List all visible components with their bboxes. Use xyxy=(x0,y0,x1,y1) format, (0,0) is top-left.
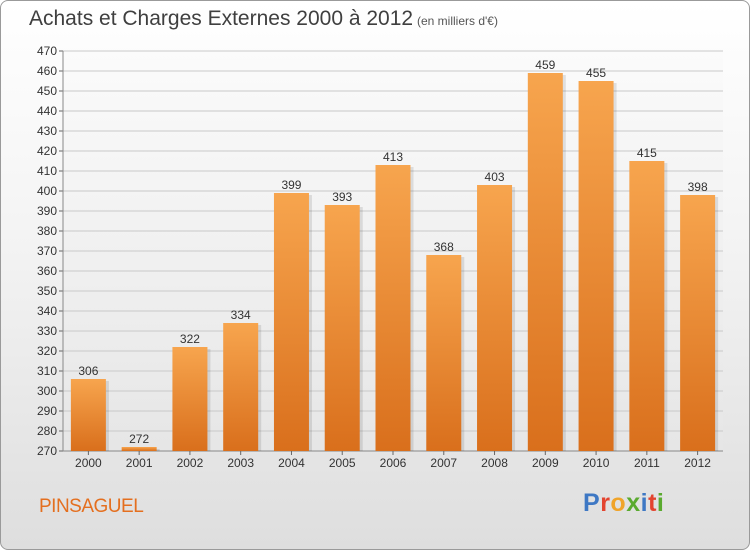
bar xyxy=(578,81,614,451)
x-tick-label: 2007 xyxy=(430,456,457,470)
y-tick-label: 320 xyxy=(37,344,57,358)
bar xyxy=(273,193,309,451)
bar xyxy=(477,185,513,451)
bar xyxy=(375,165,411,451)
y-tick-label: 470 xyxy=(37,44,57,58)
x-tick-label: 2011 xyxy=(634,456,660,470)
y-tick-label: 410 xyxy=(37,164,57,178)
data-label: 272 xyxy=(129,432,149,446)
bar xyxy=(324,205,360,451)
data-label: 398 xyxy=(688,180,708,194)
y-tick-label: 360 xyxy=(37,264,57,278)
bar xyxy=(527,73,563,451)
logo-letter: o xyxy=(610,489,627,517)
x-tick-label: 2001 xyxy=(126,456,153,470)
logo-letter: i xyxy=(640,489,649,517)
y-tick-label: 380 xyxy=(37,224,57,238)
bar xyxy=(121,447,157,451)
data-label: 403 xyxy=(485,170,505,184)
commune-name: PINSAGUEL xyxy=(39,496,144,517)
data-label: 459 xyxy=(535,58,555,72)
y-tick-label: 370 xyxy=(37,244,57,258)
data-label: 415 xyxy=(637,146,657,160)
logo-letter: r xyxy=(600,489,611,517)
x-tick-label: 2002 xyxy=(177,456,204,470)
x-tick-label: 2008 xyxy=(481,456,508,470)
data-label: 455 xyxy=(586,66,606,80)
y-tick-label: 300 xyxy=(37,384,57,398)
data-label: 322 xyxy=(180,332,200,346)
proxiti-logo: Proxiti xyxy=(583,489,664,518)
data-label: 393 xyxy=(332,190,352,204)
logo-letter: t xyxy=(648,489,657,517)
chart-title: Achats et Charges Externes 2000 à 2012 xyxy=(29,7,414,30)
y-tick-label: 340 xyxy=(37,304,57,318)
y-tick-label: 310 xyxy=(37,364,57,378)
x-tick-label: 2003 xyxy=(227,456,254,470)
bar xyxy=(629,161,665,451)
y-tick-label: 290 xyxy=(37,404,57,418)
y-tick-label: 400 xyxy=(37,184,57,198)
y-tick-label: 420 xyxy=(37,144,57,158)
y-tick-label: 450 xyxy=(37,84,57,98)
bar xyxy=(426,255,462,451)
y-tick-label: 440 xyxy=(37,104,57,118)
data-label: 413 xyxy=(383,150,403,164)
chart-subtitle: (en milliers d'€) xyxy=(417,14,498,28)
data-label: 368 xyxy=(434,240,454,254)
x-tick-label: 2005 xyxy=(329,456,356,470)
logo-letter: P xyxy=(583,489,601,517)
x-tick-label: 2010 xyxy=(583,456,610,470)
bar xyxy=(223,323,259,451)
x-tick-label: 2004 xyxy=(278,456,305,470)
data-label: 306 xyxy=(78,364,98,378)
y-tick-label: 430 xyxy=(37,124,57,138)
y-tick-label: 330 xyxy=(37,324,57,338)
logo-letter: i xyxy=(656,489,665,517)
data-label: 399 xyxy=(281,178,301,192)
logo-letter: x xyxy=(626,489,641,517)
bar xyxy=(172,347,208,451)
y-tick-label: 460 xyxy=(37,64,57,78)
bar xyxy=(680,195,716,451)
bar xyxy=(70,379,106,451)
y-tick-label: 270 xyxy=(37,444,57,458)
data-label: 334 xyxy=(231,308,251,322)
y-tick-label: 280 xyxy=(37,424,57,438)
x-tick-label: 2009 xyxy=(532,456,559,470)
x-tick-label: 2006 xyxy=(380,456,407,470)
y-tick-label: 350 xyxy=(37,284,57,298)
x-tick-label: 2012 xyxy=(684,456,711,470)
y-tick-label: 390 xyxy=(37,204,57,218)
x-tick-label: 2000 xyxy=(75,456,102,470)
